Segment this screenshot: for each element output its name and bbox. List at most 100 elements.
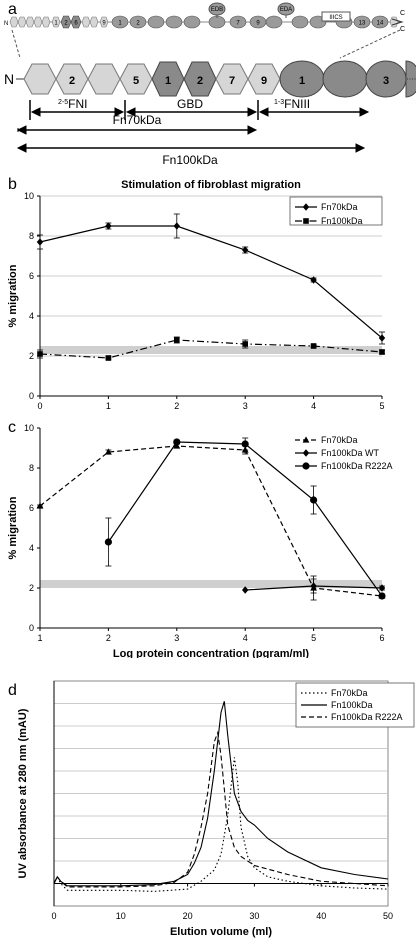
y-axis-title: % migration bbox=[7, 496, 19, 559]
fni-9-label: 9 bbox=[261, 75, 267, 87]
strip-fniii-domain bbox=[371, 15, 389, 29]
y-tick-label: 10 bbox=[24, 423, 34, 433]
legend-label: Fn100kDa bbox=[321, 216, 363, 226]
data-point bbox=[310, 343, 317, 349]
x-tick-label: 1 bbox=[37, 633, 42, 643]
legend-marker bbox=[302, 203, 310, 211]
chart-b-fibroblast-migration: b Stimulation of fibroblast migration 0 1 2… bbox=[7, 176, 386, 411]
strip-fni-domain bbox=[41, 16, 51, 28]
strip-fniii-domain bbox=[111, 15, 129, 29]
fniii-3-label: 3 bbox=[383, 75, 389, 87]
y-tick-label: 0 bbox=[29, 623, 34, 633]
series-fn100kda bbox=[53, 701, 389, 887]
strip-fniii-domain bbox=[291, 15, 309, 29]
data-point bbox=[105, 222, 112, 230]
domain-detail: N 2 5 1 2 7 9 1 3 bbox=[4, 60, 416, 98]
y-axis-title: UV absorbance at 280 nm (mAU) bbox=[17, 708, 29, 878]
x-tick-label: 40 bbox=[316, 911, 326, 921]
strip-domain-label: 2 bbox=[64, 21, 68, 27]
strip-fniii-domain bbox=[265, 15, 283, 29]
strip-domain-label: 14 bbox=[377, 21, 384, 27]
y-tick-label: 6 bbox=[29, 271, 34, 281]
iiics-label: IIICS bbox=[329, 15, 342, 21]
y-tick-label: 8 bbox=[29, 231, 34, 241]
series-line bbox=[39, 445, 383, 597]
strip-domain-label: 6 bbox=[74, 21, 78, 27]
y-axis-title: % migration bbox=[7, 264, 19, 327]
x-tick-label: 0 bbox=[37, 401, 42, 411]
data-point bbox=[310, 276, 317, 284]
legend-marker bbox=[302, 436, 310, 443]
panel-a-schematic: a N 1 2 6 9 1 2 7 9 13 14 EDB EDA IIICS C C N 2 5… bbox=[4, 1, 416, 167]
strip-domain-label: 9 bbox=[256, 21, 260, 27]
panel-letter-c: c bbox=[8, 419, 16, 436]
fniii-fragment-label: 1-3FNIII bbox=[274, 97, 310, 111]
data-point bbox=[37, 351, 43, 357]
x-tick-label: 0 bbox=[51, 911, 56, 921]
strip-domain-label: 13 bbox=[359, 21, 366, 27]
x-tick-label: 5 bbox=[311, 633, 316, 643]
fn100kda-fragment-label: Fn100kDa bbox=[162, 153, 218, 167]
series-fn100kda-r222a bbox=[104, 437, 386, 600]
strip-fniii-domain bbox=[129, 15, 147, 29]
fniii-domain bbox=[322, 60, 368, 98]
x-tick-label: 10 bbox=[116, 911, 126, 921]
y-tick-label: 4 bbox=[29, 543, 34, 553]
detail-n-label: N bbox=[4, 71, 14, 87]
overview-c-label-top: C bbox=[400, 10, 405, 17]
fni-5-label: 5 bbox=[133, 75, 139, 87]
strip-domain-label: 1 bbox=[54, 21, 58, 27]
y-tick-label: 6 bbox=[29, 503, 34, 513]
fni-domain bbox=[23, 63, 57, 95]
edb-domain bbox=[208, 2, 226, 16]
legend: Fn70kDa Fn100kDa bbox=[289, 196, 383, 226]
strip-domain-label: 7 bbox=[236, 21, 240, 27]
iiics-domain bbox=[321, 11, 351, 22]
fni-fragment-label: 2-5FNI bbox=[58, 97, 87, 111]
data-point bbox=[310, 496, 318, 504]
edb-label: EDB bbox=[211, 7, 223, 13]
series-line bbox=[53, 757, 389, 892]
legend-marker bbox=[302, 449, 310, 457]
strip-fniii-domain bbox=[183, 15, 201, 29]
strip-fni-domain bbox=[51, 16, 61, 28]
strip-domain-label: 9 bbox=[102, 21, 106, 27]
y-tick-label: 8 bbox=[29, 463, 34, 473]
data-point bbox=[378, 334, 386, 342]
strip-fni-domain bbox=[9, 16, 19, 28]
strip-fni-domain bbox=[33, 16, 43, 28]
x-tick-label: 6 bbox=[379, 633, 384, 643]
legend: Fn70kDa Fn100kDa Fn100kDa R222A bbox=[295, 682, 415, 728]
gbd-fragment-label: GBD bbox=[177, 97, 203, 111]
x-tick-label: 3 bbox=[174, 633, 179, 643]
eda-domain bbox=[277, 2, 295, 16]
series-line bbox=[39, 225, 383, 339]
data-point bbox=[36, 502, 44, 509]
fnii-2-label: 2 bbox=[197, 75, 203, 87]
legend-label: Fn100kDa bbox=[331, 700, 373, 710]
fragment-brackets bbox=[16, 100, 370, 153]
y-tick-label: 2 bbox=[29, 583, 34, 593]
series-fn70kda bbox=[53, 757, 389, 892]
strip-fni-domain bbox=[389, 16, 399, 28]
strip-domain-label: 2 bbox=[136, 21, 140, 27]
chart-d-elution-profile: d 0 10 20 30 40 50 Elution volume (ml) UV absor… bbox=[8, 680, 415, 938]
fnii-1-label: 1 bbox=[165, 75, 171, 87]
y-tick-label: 10 bbox=[24, 191, 34, 201]
fniii-1-label: 1 bbox=[299, 75, 305, 87]
y-tick-label: 2 bbox=[29, 351, 34, 361]
data-point bbox=[242, 341, 248, 347]
eda-label: EDA bbox=[280, 7, 292, 13]
overview-c-label-bottom: C bbox=[400, 26, 405, 33]
strip-fni-domain bbox=[17, 16, 27, 28]
strip-fni-domain bbox=[81, 16, 91, 28]
y-tick-label: 4 bbox=[29, 311, 34, 321]
baseline-band bbox=[40, 346, 382, 354]
strip-fni-domain bbox=[25, 16, 35, 28]
fn70kda-fragment-label: Fn70kDa bbox=[113, 113, 162, 127]
zoom-guide-left bbox=[11, 29, 21, 59]
data-point bbox=[173, 438, 181, 446]
x-tick-label: 2 bbox=[174, 401, 179, 411]
data-point bbox=[379, 349, 385, 355]
chart-title: Stimulation of fibroblast migration bbox=[121, 179, 301, 191]
